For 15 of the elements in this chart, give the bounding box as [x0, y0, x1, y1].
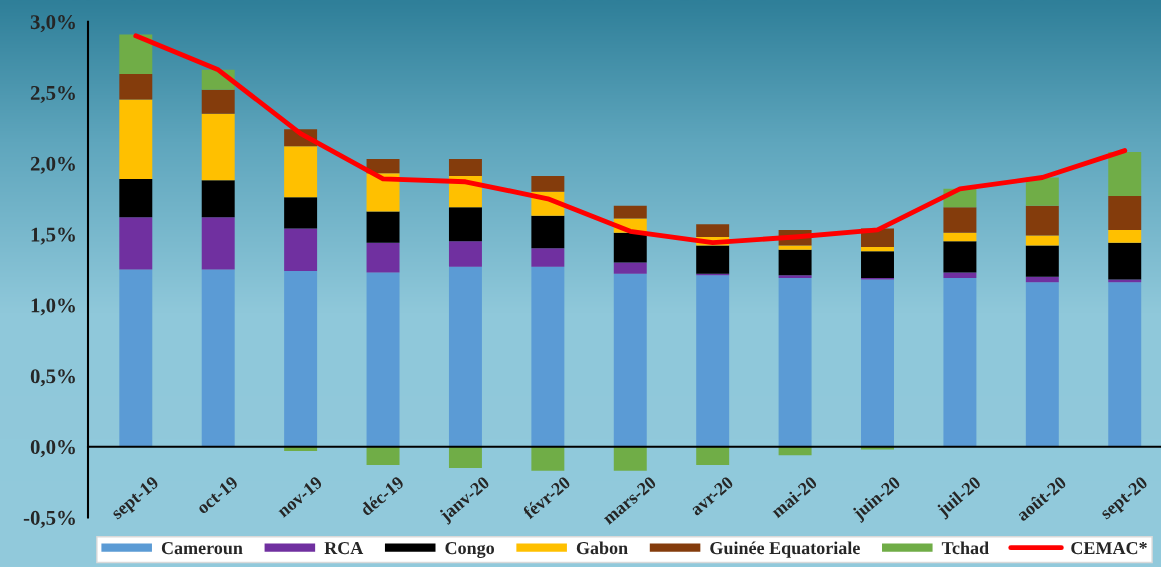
legend-label: CEMAC*	[1071, 542, 1147, 555]
legend-label: Tchad	[941, 541, 989, 555]
legend-label: Gabon	[576, 541, 628, 555]
y-tick-label: 1,5%	[31, 227, 75, 245]
y-tick-label: 3,0%	[30, 15, 75, 33]
y-tick-label: 2,5%	[30, 85, 75, 103]
legend-label: RCA	[324, 542, 364, 555]
legend-label: Guinée Equatoriale	[710, 541, 860, 558]
legend-label: Cameroun	[161, 542, 243, 555]
y-tick-label: 1,0%	[31, 298, 75, 316]
y-tick-label: 2,0%	[30, 156, 75, 174]
y-tick-label: -0,5%	[23, 510, 75, 528]
y-tick-label: 0,0%	[30, 440, 75, 458]
y-tick-label: 0,5%	[30, 369, 75, 387]
legend-label: Congo	[445, 542, 495, 558]
